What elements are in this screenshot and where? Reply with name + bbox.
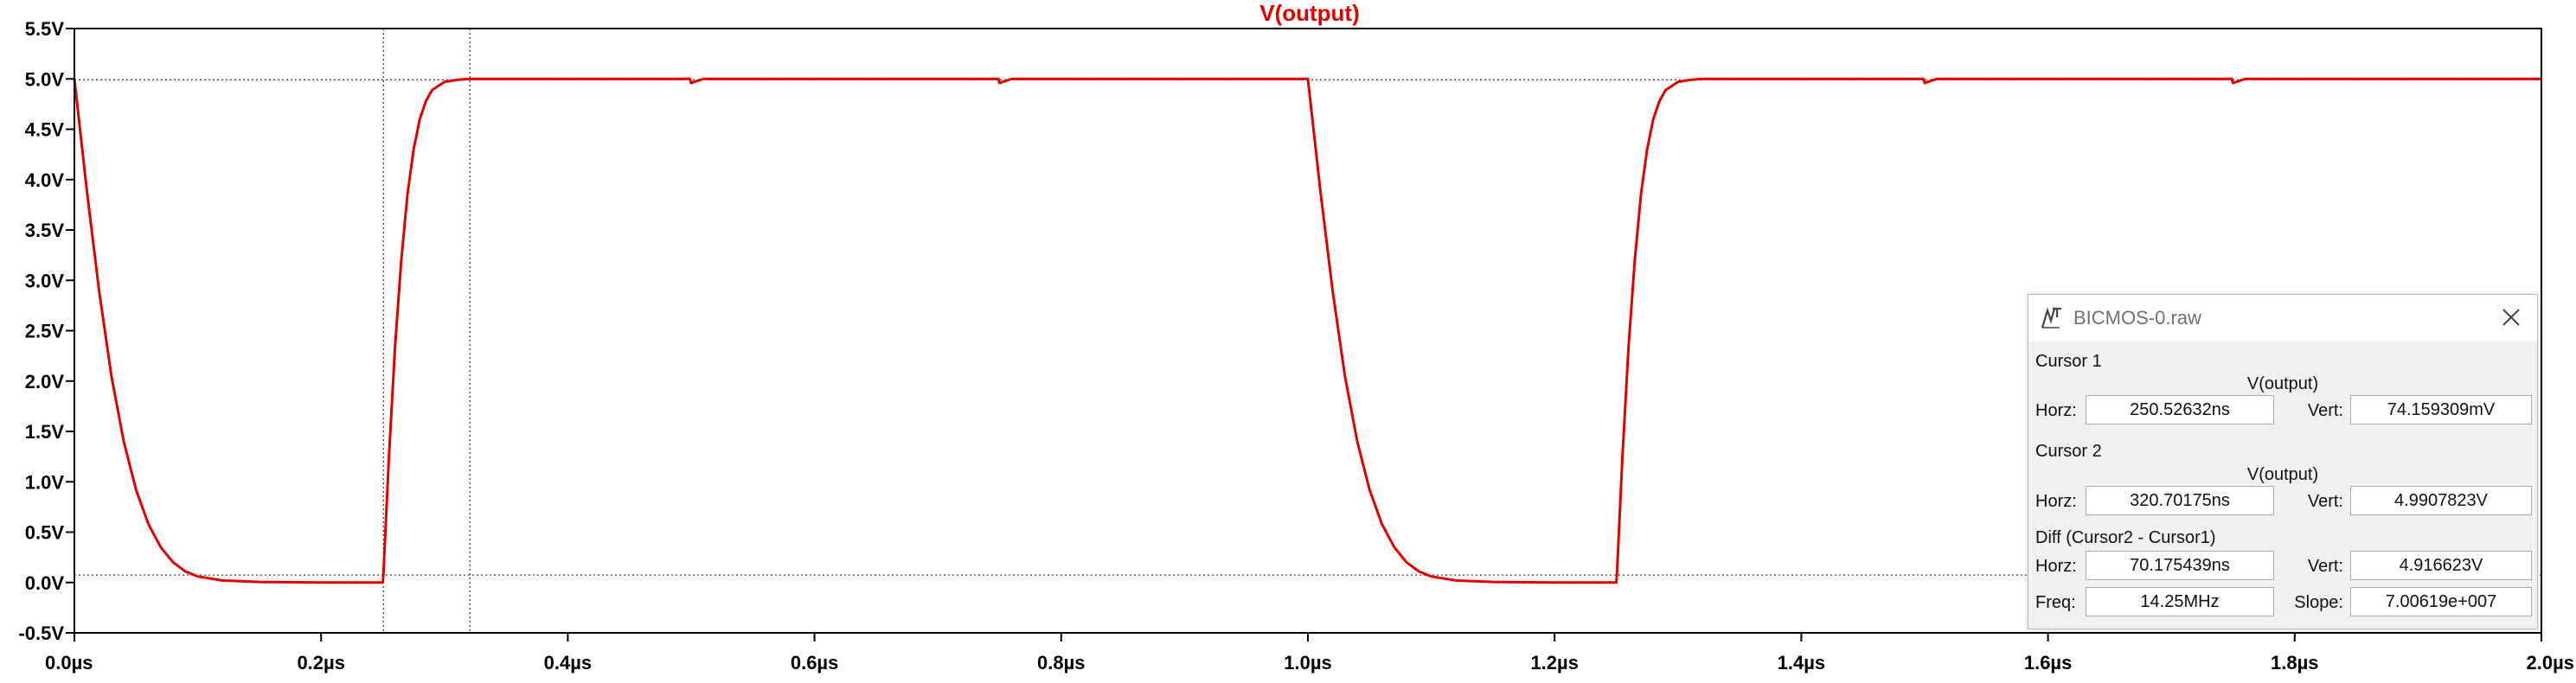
x-tick-label: 2.0µs (2527, 652, 2575, 673)
diff-horz-field[interactable] (2086, 551, 2274, 580)
x-tick-label: 1.0µs (1284, 652, 1332, 673)
cursor1-vert-label: Vert: (2307, 401, 2343, 420)
y-tick-label: 4.5V (25, 119, 65, 141)
x-tick-label: 0.2µs (297, 652, 345, 673)
cursor2-horz-label: Horz: (2035, 492, 2077, 511)
cursor1-horz-field[interactable] (2086, 395, 2274, 424)
diff-vert-label: Vert: (2307, 557, 2343, 576)
x-tick-label: 1.6µs (2024, 652, 2073, 673)
x-tick-label: 1.2µs (1530, 652, 1579, 673)
y-tick-label: -0.5V (18, 622, 64, 644)
diff-freq-field[interactable] (2086, 587, 2274, 616)
x-tick-label: 0.6µs (791, 652, 839, 673)
cursor-window[interactable]: BICMOS-0.raw Cursor 1 V(output) Horz: Ve… (2028, 294, 2538, 629)
y-tick-label: 4.0V (25, 169, 65, 191)
close-icon[interactable] (2499, 305, 2523, 329)
cursor2-heading: Cursor 2 (2035, 442, 2102, 461)
y-tick-label: 0.5V (25, 522, 65, 544)
x-tick-label: 1.4µs (1778, 652, 1826, 673)
x-tick-label: 0.8µs (1037, 652, 1086, 673)
x-tick-label: 0.0µs (45, 652, 93, 673)
series-line-voutput[interactable] (73, 77, 2541, 584)
diff-freq-label: Freq: (2035, 593, 2076, 612)
x-tick-label: 0.4µs (544, 652, 593, 673)
plot-frame (74, 28, 2542, 634)
diff-vert-field[interactable] (2350, 551, 2532, 580)
y-tick-label: 0.0V (25, 572, 65, 594)
y-tick-label: 2.0V (25, 371, 65, 393)
y-tick-label: 1.0V (25, 471, 65, 493)
diff-horz-label: Horz: (2035, 557, 2077, 576)
cursor-window-titlebar[interactable]: BICMOS-0.raw (2028, 295, 2537, 342)
y-tick-label: 3.0V (25, 270, 65, 291)
cursor1-vert-field[interactable] (2350, 395, 2532, 424)
diff-heading: Diff (Cursor2 - Cursor1) (2035, 528, 2216, 547)
cursor-window-title: BICMOS-0.raw (2073, 307, 2201, 329)
cursor2-series: V(output) (2246, 465, 2319, 484)
diff-slope-field[interactable] (2350, 587, 2532, 616)
cursor2-vert-label: Vert: (2307, 492, 2343, 511)
ltspice-icon (2041, 307, 2061, 329)
y-tick-label: 1.5V (25, 421, 65, 443)
y-tick-label: 3.5V (25, 220, 65, 241)
trace-label[interactable]: V(output) (1259, 0, 1360, 26)
y-tick-label: 5.5V (25, 18, 65, 40)
y-tick-label: 2.5V (25, 321, 65, 342)
cursor1-heading: Cursor 1 (2035, 352, 2102, 371)
cursor2-horz-field[interactable] (2086, 486, 2274, 515)
y-tick-label: 5.0V (25, 68, 65, 90)
cursor1-horz-label: Horz: (2035, 401, 2077, 420)
x-tick-label: 1.8µs (2271, 652, 2319, 673)
cursor1-series: V(output) (2246, 374, 2319, 393)
diff-slope-label: Slope: (2294, 593, 2343, 612)
cursor2-vert-field[interactable] (2350, 486, 2532, 515)
